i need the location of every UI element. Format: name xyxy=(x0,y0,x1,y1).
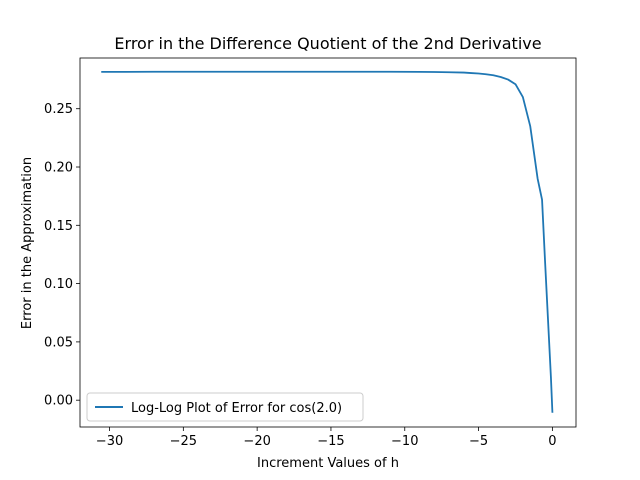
x-axis-label: Increment Values of h xyxy=(257,456,399,471)
y-tick-label: 0.15 xyxy=(44,219,73,234)
x-tick-label: −30 xyxy=(96,434,123,449)
x-axis-ticks: −30 −25 −20 −15 −10 −5 0 xyxy=(96,427,557,449)
legend-box xyxy=(86,392,364,422)
y-tick-label: 0.05 xyxy=(44,335,73,350)
x-tick-label: −15 xyxy=(317,434,344,449)
legend-label: Log-Log Plot of Error for cos(2.0) xyxy=(131,401,342,416)
series-group xyxy=(101,70,554,413)
y-tick-label: 0.25 xyxy=(44,102,73,117)
y-axis-label: Error in the Approximation xyxy=(20,157,35,329)
x-tick-label: −25 xyxy=(170,434,197,449)
chart-title: Error in the Difference Quotient of the … xyxy=(114,34,541,53)
plot-area: −30 −25 −20 −15 −10 −5 0 0.000.050.100.150.200… xyxy=(44,57,577,449)
y-tick-label: 0.10 xyxy=(44,277,73,292)
legend: Log-Log Plot of Error for cos(2.0) xyxy=(86,392,364,422)
x-tick-label: −20 xyxy=(243,434,270,449)
y-tick-label: 0.00 xyxy=(44,394,73,409)
series-line xyxy=(101,70,554,413)
axes-frame xyxy=(79,57,577,428)
x-tick-label: −5 xyxy=(469,434,488,449)
y-axis-ticks: 0.00 0.05 0.10 0.15 0.20 0.25 xyxy=(44,102,80,409)
x-tick-label: −10 xyxy=(391,434,418,449)
y-tick-label: 0.20 xyxy=(44,161,73,176)
x-tick-label: 0 xyxy=(548,434,556,449)
